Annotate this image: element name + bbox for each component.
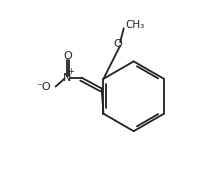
Text: CH₃: CH₃ [126, 20, 145, 30]
Text: O: O [114, 39, 122, 49]
Text: +: + [67, 67, 74, 76]
Text: ⁻O: ⁻O [37, 82, 51, 92]
Text: O: O [63, 51, 72, 61]
Text: N: N [63, 73, 71, 83]
